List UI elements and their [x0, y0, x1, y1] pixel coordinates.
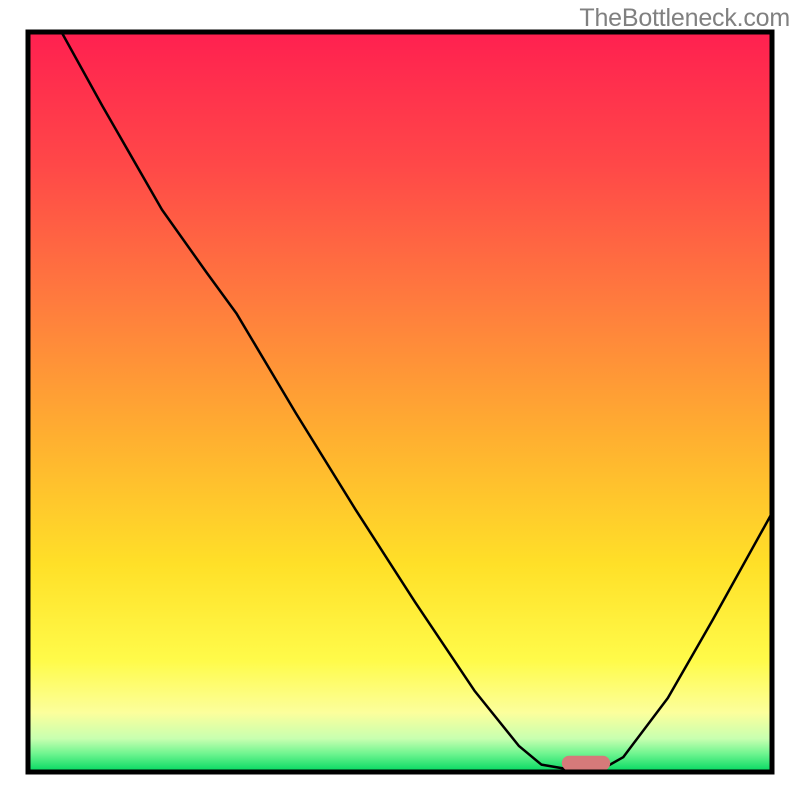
chart-svg: [0, 0, 800, 800]
optimal-marker: [562, 756, 610, 771]
bottleneck-chart: TheBottleneck.com: [0, 0, 800, 800]
chart-background: [28, 32, 772, 772]
watermark-text: TheBottleneck.com: [579, 4, 790, 33]
